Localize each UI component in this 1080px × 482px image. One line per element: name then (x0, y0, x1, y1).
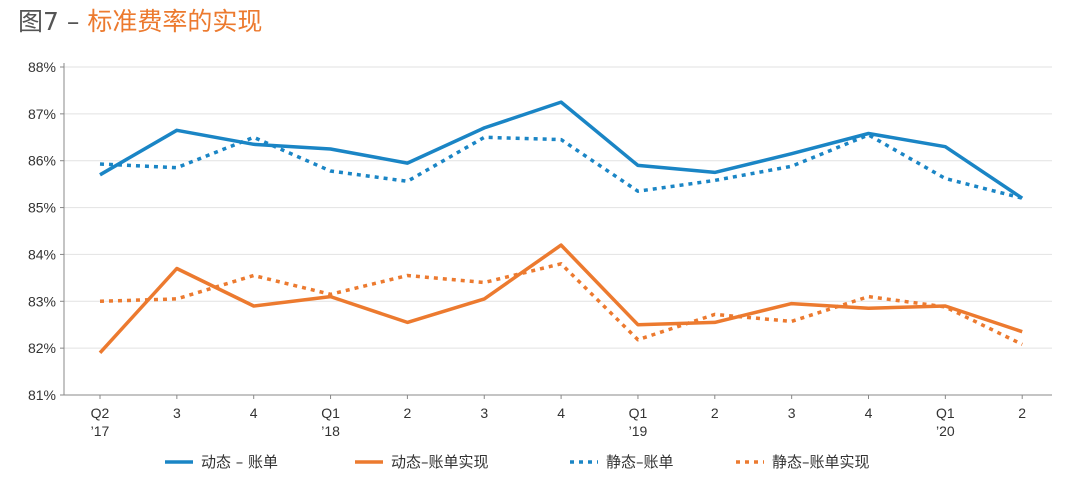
title-separator: – (58, 7, 88, 36)
x-tick-label: 2 (711, 405, 719, 421)
figure-number: 图7 (18, 7, 59, 36)
x-axis: Q2 ’17 3 4 Q1 ’18 2 3 4 Q1 ’19 2 3 4 Q1 ’20 2 (64, 394, 1052, 439)
x-tick-label: Q2 (91, 405, 110, 421)
series-line-solid-blue (99, 100, 1024, 200)
x-tick-label: ’20 (936, 423, 955, 439)
x-tick-label: 4 (865, 405, 873, 421)
x-tick-label: 3 (480, 405, 488, 421)
legend-label: 静态–账单实现 (772, 453, 870, 471)
y-axis: 81% 82% 83% 84% 85% 86% 87% 88% (28, 59, 65, 403)
x-tick-label: 3 (173, 405, 181, 421)
y-tick-label: 87% (28, 106, 56, 122)
legend-label: 动态 – 账单 (201, 453, 278, 471)
x-tick-label: ’19 (629, 423, 648, 439)
x-tick-label: ’17 (91, 423, 110, 439)
x-tick-label: 2 (1018, 405, 1026, 421)
x-tick-label: 2 (404, 405, 412, 421)
y-tick-label: 88% (28, 59, 56, 75)
x-tick-label: Q1 (936, 405, 955, 421)
legend-label: 动态–账单实现 (391, 453, 489, 471)
legend-label: 静态–账单 (606, 453, 674, 471)
x-tick-label: Q1 (629, 405, 648, 421)
y-tick-label: 82% (28, 340, 56, 356)
y-tick-label: 84% (28, 246, 56, 262)
series-lines (98, 100, 1024, 354)
series-line-solid-orange (98, 243, 1023, 354)
legend: 动态 – 账单 动态–账单实现 静态–账单 静态–账单实现 (165, 453, 870, 471)
y-tick-label: 85% (28, 200, 56, 216)
x-tick-label: 3 (788, 405, 796, 421)
x-tick-label: Q1 (321, 405, 340, 421)
y-tick-label: 83% (28, 293, 56, 309)
series-line-dotted-blue (99, 133, 1023, 200)
series-line-dotted-orange (99, 262, 1023, 346)
gridlines (64, 66, 1052, 349)
figure-heading: 标准费率的实现 (87, 7, 263, 36)
y-tick-label: 81% (28, 387, 56, 403)
y-tick-label: 86% (28, 153, 56, 169)
chart-title: 图7 – 标准费率的实现 (18, 6, 262, 38)
x-tick-label: 4 (557, 405, 565, 421)
x-tick-label: ’18 (321, 423, 340, 439)
x-tick-label: 4 (250, 405, 258, 421)
